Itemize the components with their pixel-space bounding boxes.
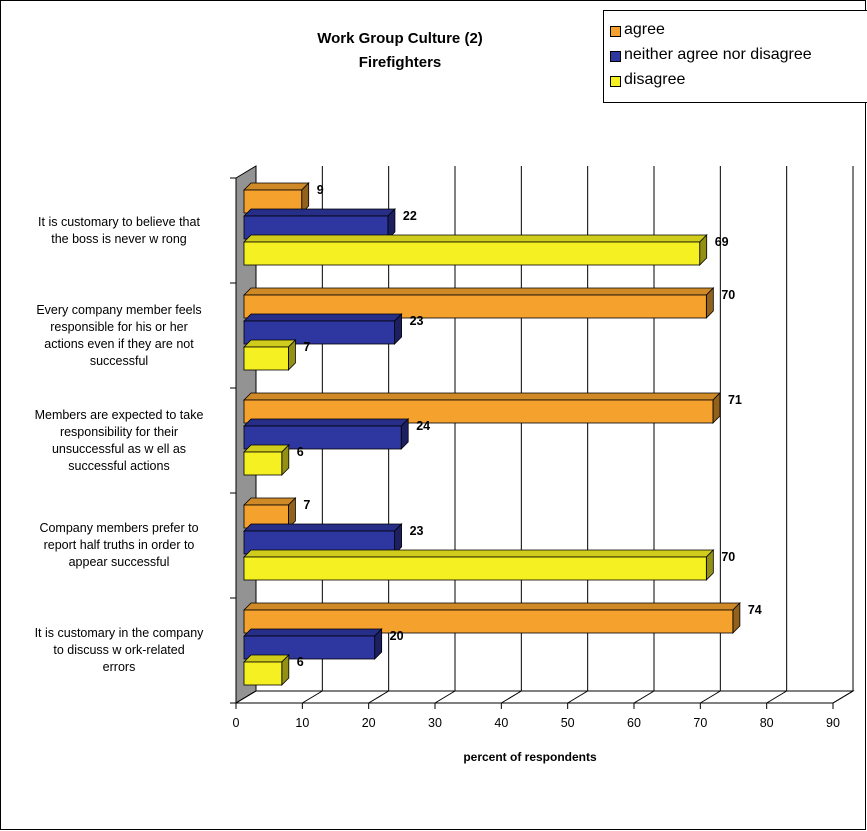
x-tick-label: 20 — [362, 716, 376, 730]
bar — [243, 399, 714, 424]
x-tick-label: 60 — [627, 716, 641, 730]
floor-gridline — [567, 690, 588, 704]
chart-subtitle: Firefighters — [358, 54, 442, 71]
category-label-line: responsible for his or her — [50, 319, 188, 334]
x-tick-label: 50 — [561, 716, 575, 730]
bar-top — [243, 208, 396, 217]
category-label: Company members prefer to report half tru… — [10, 520, 228, 571]
x-tick-label: 70 — [693, 716, 707, 730]
category-label-line: Every company member feels — [36, 302, 202, 317]
bar — [243, 425, 402, 450]
bar — [243, 241, 701, 266]
data-label: 7 — [303, 340, 310, 354]
bar — [243, 451, 283, 476]
x-tick-label: 30 — [428, 716, 442, 730]
data-label: 22 — [403, 209, 417, 223]
data-label: 20 — [390, 629, 404, 643]
floor-gridline — [766, 690, 787, 704]
legend-label-neither: neither agree nor disagree — [624, 46, 812, 63]
category-label-line: successful — [89, 353, 149, 368]
category-label-line: to discuss w ork-related — [53, 643, 185, 657]
bar-top — [243, 182, 310, 191]
x-axis-label: percent of respondents — [463, 750, 597, 764]
floor — [234, 690, 855, 704]
category-label-line: appear successful — [68, 555, 170, 569]
bar — [243, 320, 395, 345]
x-tick-label: 40 — [494, 716, 508, 730]
category-label-line: the boss is never w rong — [51, 231, 187, 246]
floor-gridline — [501, 690, 522, 704]
bar-top — [243, 444, 290, 453]
data-label: 69 — [715, 235, 729, 249]
bar-top — [243, 339, 297, 348]
bar-top — [243, 549, 715, 558]
legend-label-disagree: disagree — [624, 71, 686, 88]
bar-top — [243, 523, 403, 532]
category-label-line: errors — [102, 660, 136, 674]
category-label-line: unsuccessful as w ell as — [51, 441, 187, 456]
category-label-line: report half truths in order to — [43, 538, 195, 552]
legend-swatch-agree — [610, 26, 621, 37]
bar-top — [243, 418, 410, 427]
data-label: 23 — [410, 524, 424, 538]
category-label-line: successful actions — [68, 458, 170, 473]
category-label-line: Company members prefer to — [39, 521, 199, 535]
bar-top — [243, 497, 297, 506]
bar-top — [243, 602, 741, 611]
floor-gridline — [368, 690, 389, 704]
bar — [243, 661, 283, 686]
floor-gridline — [832, 690, 854, 704]
x-tick-label: 80 — [760, 716, 774, 730]
x-tick-label: 90 — [826, 716, 840, 730]
category-label: Every company member feels responsible fo… — [10, 302, 228, 370]
category-label-line: It is customary to believe that — [38, 214, 200, 229]
data-label: 24 — [416, 419, 430, 433]
bar-top — [243, 234, 708, 243]
x-tick-label: 10 — [295, 716, 309, 730]
x-tick-label: 0 — [233, 716, 240, 730]
floor-gridline — [434, 690, 456, 704]
chart-title-main: Work Group Culture (2) — [317, 30, 483, 47]
bar-top — [243, 313, 403, 322]
category-label: It is customary in the company to discuss… — [10, 625, 228, 676]
data-label: 70 — [721, 288, 735, 302]
category-label-line: Members are expected to take — [34, 407, 204, 422]
category-label-line: It is customary in the company — [34, 626, 204, 640]
legend: agree neither agree nor disagree disagre… — [603, 10, 867, 103]
bar-top — [243, 287, 715, 296]
category-label: Members are expected to take responsibili… — [10, 407, 228, 475]
bar — [243, 346, 289, 371]
floor-gridline — [633, 690, 655, 704]
data-label: 9 — [317, 183, 324, 197]
category-label: It is customary to believe that the boss … — [10, 214, 228, 248]
bar-top — [243, 392, 721, 401]
legend-swatch-neither — [610, 51, 621, 62]
bar — [243, 635, 376, 660]
data-label: 7 — [303, 498, 310, 512]
bar — [243, 294, 707, 319]
data-label: 74 — [748, 603, 762, 617]
data-label: 70 — [721, 550, 735, 564]
floor-gridline — [700, 690, 721, 704]
bar-top — [243, 628, 383, 637]
bar — [243, 609, 734, 634]
category-label-line: actions even if they are not — [44, 336, 194, 351]
data-label: 6 — [297, 445, 304, 459]
chart-title: Work Group Culture (2) Firefighters — [270, 27, 530, 75]
data-label: 23 — [410, 314, 424, 328]
floor-gridline — [235, 690, 257, 704]
bar — [243, 556, 707, 581]
bar-top — [243, 654, 290, 663]
data-label: 6 — [297, 655, 304, 669]
floor-gridline — [302, 690, 323, 704]
legend-swatch-disagree — [610, 76, 621, 87]
data-label: 71 — [728, 393, 742, 407]
legend-label-agree: agree — [624, 21, 665, 38]
category-label-line: responsibility for their — [59, 424, 179, 439]
